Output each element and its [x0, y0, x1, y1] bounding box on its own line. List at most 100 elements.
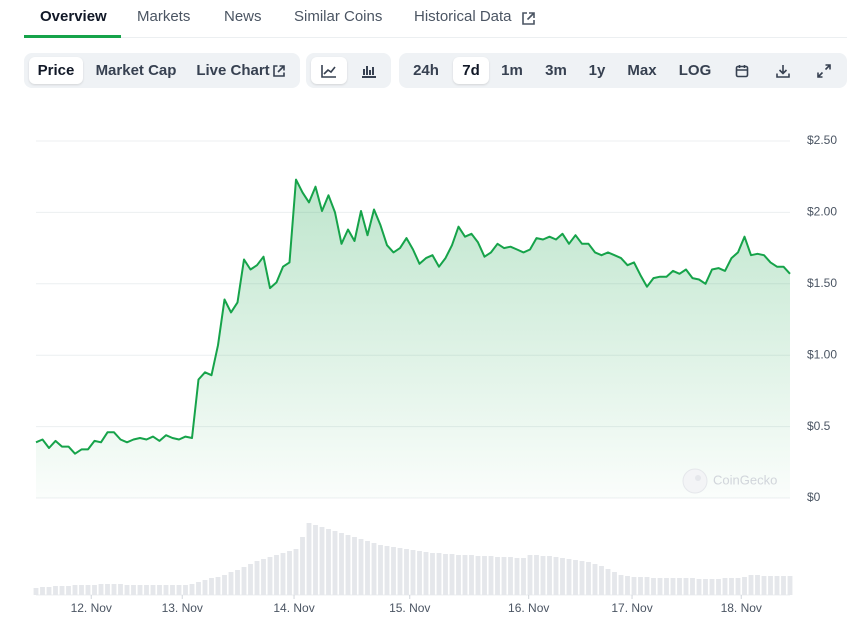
range-button[interactable]: 1m: [501, 62, 523, 79]
volume-bar: [469, 555, 474, 595]
range-button[interactable]: Max: [627, 62, 657, 79]
tab[interactable]: Markets: [137, 8, 191, 25]
volume-bar: [657, 578, 663, 595]
tab-divider: [24, 37, 847, 38]
volume-bar: [53, 586, 58, 595]
volume-bar: [79, 585, 84, 595]
volume-bar: [105, 584, 110, 595]
fullscreen-button[interactable]: [808, 57, 840, 84]
volume-bar: [345, 535, 351, 595]
volume-bar: [560, 558, 565, 595]
volume-bar: [456, 555, 461, 595]
volume-bar: [196, 582, 201, 595]
volume-bar: [85, 585, 91, 595]
volume-bar: [651, 578, 656, 595]
volume-bar: [137, 585, 143, 595]
volume-bar: [144, 585, 149, 595]
y-tick-label: $0.5: [807, 419, 831, 433]
calendar-button[interactable]: [726, 57, 758, 84]
volume-bar: [436, 553, 442, 595]
volume-bar: [527, 555, 533, 595]
volume-bar: [670, 578, 676, 595]
volume-bar: [124, 585, 130, 595]
external-link-icon: [522, 12, 535, 25]
volume-bar: [475, 556, 481, 595]
range-button[interactable]: 1y: [588, 62, 606, 79]
tab[interactable]: Overview: [40, 8, 107, 25]
volume-bar: [306, 523, 312, 595]
volume-bar: [339, 533, 344, 595]
volume-bar: [33, 588, 39, 595]
download-icon: [776, 64, 790, 78]
volume-bar: [111, 584, 117, 595]
volume-bar: [59, 586, 65, 595]
volume-bar: [768, 576, 773, 595]
range-button[interactable]: 7d: [453, 57, 489, 84]
volume-bar: [482, 556, 487, 595]
range-button[interactable]: 3m: [545, 62, 567, 79]
volume-bar: [553, 557, 559, 595]
tab[interactable]: Similar Coins: [294, 8, 383, 25]
line-chart-button[interactable]: [311, 57, 347, 84]
volume-bar: [358, 539, 364, 595]
expand-icon: [817, 63, 831, 78]
x-tick-label: 16. Nov: [508, 601, 549, 615]
volume-bar: [384, 546, 390, 595]
volume-bar: [709, 579, 715, 595]
price-area: [36, 179, 790, 498]
volume-bar: [514, 558, 520, 595]
y-tick-label: $1.00: [807, 347, 837, 361]
volume-bar: [430, 553, 435, 595]
volume-bar: [391, 547, 396, 595]
volume-bar: [703, 579, 708, 595]
volume-bar: [40, 587, 45, 595]
candle-chart-button[interactable]: [351, 57, 387, 84]
y-tick-label: $0: [807, 490, 821, 504]
volume-bar: [163, 585, 169, 595]
volume-bar: [202, 580, 208, 595]
volume-bar: [215, 577, 221, 595]
volume-bar: [72, 585, 78, 595]
external-link-icon: [273, 65, 285, 77]
volume-bar: [300, 537, 305, 595]
volume-bar: [235, 570, 240, 595]
volume-bar: [170, 585, 175, 595]
range-button[interactable]: 24h: [413, 62, 439, 79]
volume-bar: [488, 556, 494, 595]
range-button[interactable]: LOG: [678, 62, 712, 79]
volume-bar: [618, 575, 624, 595]
tab[interactable]: News: [224, 8, 262, 25]
mode-button[interactable]: Market Cap: [95, 62, 177, 79]
volume-bar: [638, 577, 643, 595]
download-button[interactable]: [767, 57, 799, 84]
volume-bar: [176, 585, 182, 595]
volume-bar: [631, 577, 637, 595]
mode-button[interactable]: Price: [29, 57, 83, 84]
tab[interactable]: Historical Data: [414, 8, 512, 25]
x-tick-label: 18. Nov: [721, 601, 762, 615]
volume-bar: [209, 578, 214, 595]
volume-bar: [183, 585, 188, 595]
volume-bar: [599, 566, 604, 595]
mode-button[interactable]: Live Chart: [196, 62, 270, 79]
x-tick-label: 14. Nov: [273, 601, 314, 615]
volume-bar: [157, 585, 162, 595]
candle-icon: [362, 65, 376, 78]
volume-bar: [248, 564, 253, 595]
y-tick-label: $2.00: [807, 205, 837, 219]
x-tick-label: 17. Nov: [611, 601, 652, 615]
volume-bar: [696, 579, 702, 595]
volume-bar: [118, 584, 123, 595]
volume-bar: [397, 548, 403, 595]
volume-bar: [404, 549, 409, 595]
volume-bar: [547, 556, 552, 595]
volume-bar: [378, 545, 383, 595]
volume-bar: [664, 578, 669, 595]
volume-bar: [683, 578, 689, 595]
volume-bar: [332, 531, 338, 595]
volume-bar: [540, 556, 546, 595]
volume-bar: [761, 576, 767, 595]
volume-bar: [98, 584, 104, 595]
volume-bar: [313, 525, 318, 595]
